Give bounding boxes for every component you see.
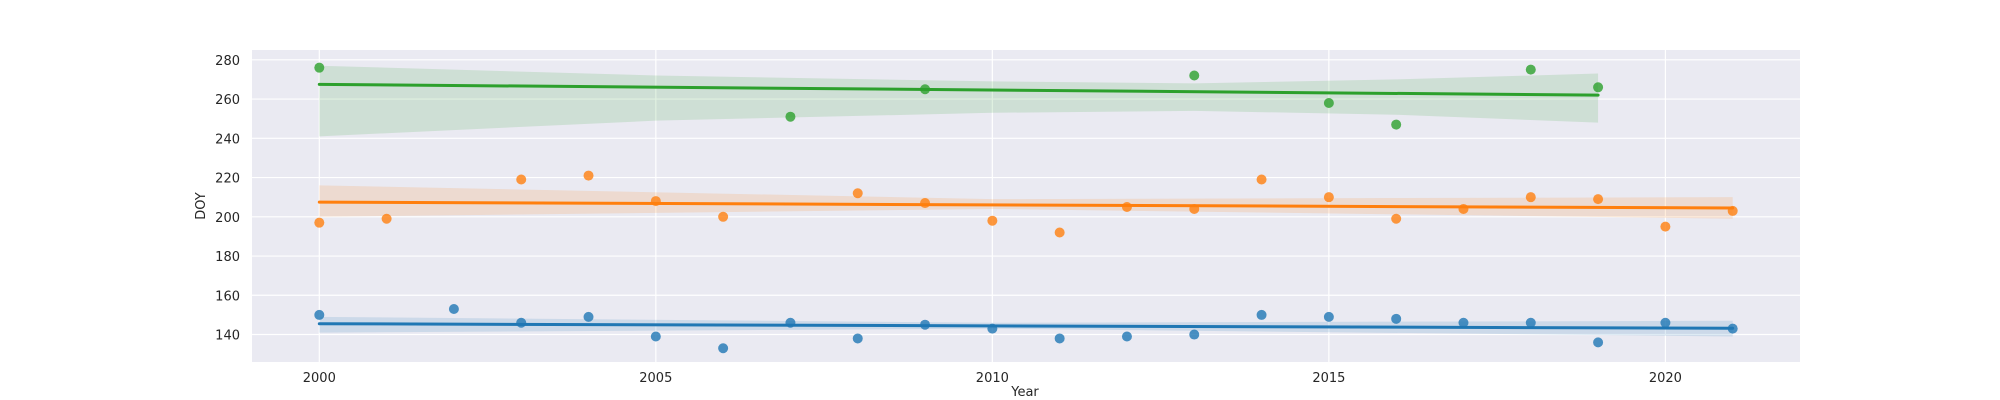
y-tick-label: 220 bbox=[215, 172, 240, 187]
data-point bbox=[1121, 201, 1132, 212]
data-point bbox=[718, 343, 729, 354]
data-point bbox=[1660, 317, 1671, 328]
data-point bbox=[583, 170, 594, 181]
data-point bbox=[1121, 331, 1132, 342]
data-point bbox=[987, 215, 998, 226]
x-tick-label: 2020 bbox=[1649, 371, 1682, 386]
data-point bbox=[852, 188, 863, 199]
data-point bbox=[1593, 337, 1604, 348]
data-points bbox=[314, 62, 1738, 354]
data-point bbox=[583, 311, 594, 322]
confidence-band bbox=[319, 185, 1733, 219]
data-point bbox=[987, 323, 998, 334]
x-tick-label: 2015 bbox=[1312, 371, 1345, 386]
x-tick-label: 2000 bbox=[303, 371, 336, 386]
y-tick-label: 140 bbox=[215, 329, 240, 344]
data-point bbox=[1391, 313, 1402, 324]
y-tick-label: 160 bbox=[215, 289, 240, 304]
data-point bbox=[1256, 174, 1267, 185]
data-point bbox=[1391, 119, 1402, 130]
x-axis-label: Year bbox=[1010, 385, 1039, 400]
y-tick-label: 240 bbox=[215, 132, 240, 147]
data-point bbox=[785, 111, 796, 122]
data-point bbox=[1189, 203, 1200, 214]
data-point bbox=[1189, 329, 1200, 340]
trend-line bbox=[317, 322, 1735, 330]
data-point bbox=[448, 304, 459, 315]
data-point bbox=[650, 196, 661, 207]
tick-labels: 2000 2005 2010 2015 2020 140 160 180 200 220 240 26… bbox=[215, 54, 1682, 386]
data-point bbox=[920, 84, 931, 95]
data-point bbox=[314, 62, 325, 73]
data-point bbox=[1458, 317, 1469, 328]
y-tick-label: 280 bbox=[215, 54, 240, 69]
confidence-band bbox=[319, 65, 1599, 137]
data-point bbox=[1727, 323, 1738, 334]
data-point bbox=[1525, 192, 1536, 203]
trend-line bbox=[317, 200, 1735, 210]
data-point bbox=[516, 317, 527, 328]
data-point bbox=[1727, 205, 1738, 216]
data-point bbox=[1323, 97, 1334, 108]
grid bbox=[252, 50, 1800, 362]
data-point bbox=[1189, 70, 1200, 81]
trend-lines bbox=[317, 82, 1735, 330]
data-point bbox=[1525, 64, 1536, 75]
data-point bbox=[1256, 309, 1267, 320]
y-tick-label: 200 bbox=[215, 211, 240, 226]
data-point bbox=[1458, 203, 1469, 214]
data-point bbox=[1323, 311, 1334, 322]
data-point bbox=[1593, 194, 1604, 205]
data-point bbox=[1054, 227, 1065, 238]
data-point bbox=[920, 319, 931, 330]
data-point bbox=[920, 198, 931, 209]
data-point bbox=[718, 211, 729, 222]
data-point bbox=[1525, 317, 1536, 328]
data-point bbox=[1593, 82, 1604, 93]
data-point bbox=[1323, 192, 1334, 203]
x-tick-label: 2010 bbox=[976, 371, 1009, 386]
data-point bbox=[785, 317, 796, 328]
data-point bbox=[1391, 213, 1402, 224]
data-point bbox=[1660, 221, 1671, 232]
data-point bbox=[314, 217, 325, 228]
data-point bbox=[650, 331, 661, 342]
data-point bbox=[314, 309, 325, 320]
y-axis-label: DOY bbox=[194, 192, 209, 220]
y-tick-label: 260 bbox=[215, 93, 240, 108]
x-tick-label: 2005 bbox=[639, 371, 672, 386]
trend-line bbox=[317, 82, 1600, 97]
data-point bbox=[852, 333, 863, 344]
data-point bbox=[1054, 333, 1065, 344]
data-point bbox=[381, 213, 392, 224]
y-tick-label: 180 bbox=[215, 250, 240, 265]
data-point bbox=[516, 174, 527, 185]
